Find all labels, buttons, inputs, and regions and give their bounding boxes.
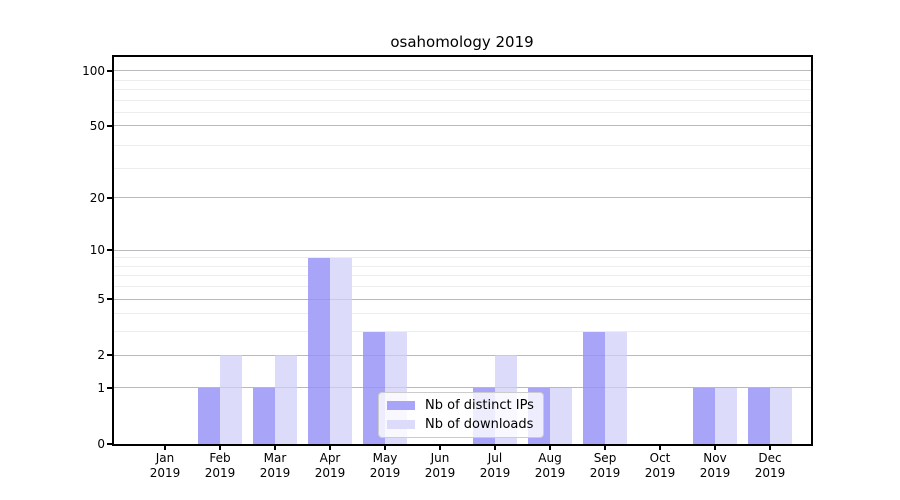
bar-distinct-ips-apr [308,257,330,444]
x-tick-label: Sep 2019 [589,451,621,480]
x-tick [439,445,441,450]
x-tick-label: Feb 2019 [204,451,236,480]
y-tick-label: 2 [97,348,105,363]
x-tick-label: Apr 2019 [314,451,346,480]
bar-distinct-ips-nov [693,387,715,444]
y-tick [107,249,113,252]
y-tick [107,196,113,199]
plot-area [114,57,811,444]
y-tick-label: 0 [97,437,105,451]
bar-distinct-ips-feb [198,387,220,444]
legend-row: Nb of distinct IPs [387,398,535,413]
bar-downloads-sep [605,331,627,444]
y-tick [107,69,113,72]
x-tick-label: Jan 2019 [149,451,181,480]
minor-gridline [114,265,811,267]
major-gridline-overlay [114,387,811,389]
y-tick [107,443,113,445]
x-tick [769,445,771,450]
x-tick-label: Nov 2019 [699,451,731,480]
y-tick [107,298,113,301]
x-tick [659,445,661,450]
legend-swatch-downloads [387,420,415,429]
x-tick [549,445,551,450]
major-gridline [114,387,811,389]
x-tick [714,445,716,450]
major-gridline-overlay [114,125,811,127]
x-tick-label: Oct 2019 [644,451,676,480]
bar-downloads-mar [275,355,297,444]
x-tick [164,445,166,450]
legend-row: Nb of downloads [387,417,535,432]
x-tick-label: Dec 2019 [754,451,786,480]
bar-distinct-ips-sep [583,331,605,444]
minor-gridline [114,286,811,288]
bar-downloads-apr [330,257,352,444]
minor-gridline [114,313,811,315]
y-tick-label: 20 [89,190,105,205]
major-gridline [114,125,811,127]
x-tick [604,445,606,450]
y-tick-label: 1 [97,380,105,395]
minor-gridline [114,257,811,259]
bar-downloads-feb [220,355,242,444]
legend-label-distinct-ips: Nb of distinct IPs [425,398,534,413]
minor-gridline [114,275,811,277]
major-gridline [114,354,811,356]
minor-gridline [114,331,811,333]
bar-downloads-nov [715,387,737,444]
y-tick [107,124,113,127]
x-tick [329,445,331,450]
x-tick-label: Jun 2019 [424,451,456,480]
y-tick-label: 5 [97,292,105,307]
legend-label-downloads: Nb of downloads [425,417,534,432]
minor-gridline [114,168,811,170]
y-tick [107,386,113,389]
major-gridline-overlay [114,298,811,300]
bar-distinct-ips-mar [253,387,275,444]
minor-gridline [114,99,811,101]
x-tick [384,445,386,450]
y-tick-label: 10 [89,243,105,258]
major-gridline-overlay [114,249,811,251]
chart-title: osahomology 2019 [390,33,534,51]
bar-downloads-aug [550,387,572,444]
x-tick [219,445,221,450]
major-gridline [114,70,811,72]
x-tick-label: May 2019 [369,451,401,480]
x-tick [274,445,276,450]
x-tick-label: Aug 2019 [534,451,566,480]
legend: Nb of distinct IPs Nb of downloads [378,392,544,438]
y-tick [107,354,113,357]
y-tick-label: 50 [89,118,105,133]
major-gridline [114,249,811,251]
y-tick-label: 100 [82,63,105,78]
major-gridline [114,298,811,300]
minor-gridline [114,112,811,114]
major-gridline [114,197,811,199]
minor-gridline [114,89,811,91]
x-tick-label: Mar 2019 [259,451,291,480]
major-gridline-overlay [114,354,811,356]
bar-distinct-ips-dec [748,387,770,444]
minor-gridline [114,145,811,147]
x-tick-label: Jul 2019 [479,451,511,480]
bar-downloads-dec [770,387,792,444]
major-gridline-overlay [114,70,811,72]
x-tick [494,445,496,450]
major-gridline-overlay [114,197,811,199]
minor-gridline [114,79,811,81]
legend-swatch-distinct-ips [387,401,415,410]
